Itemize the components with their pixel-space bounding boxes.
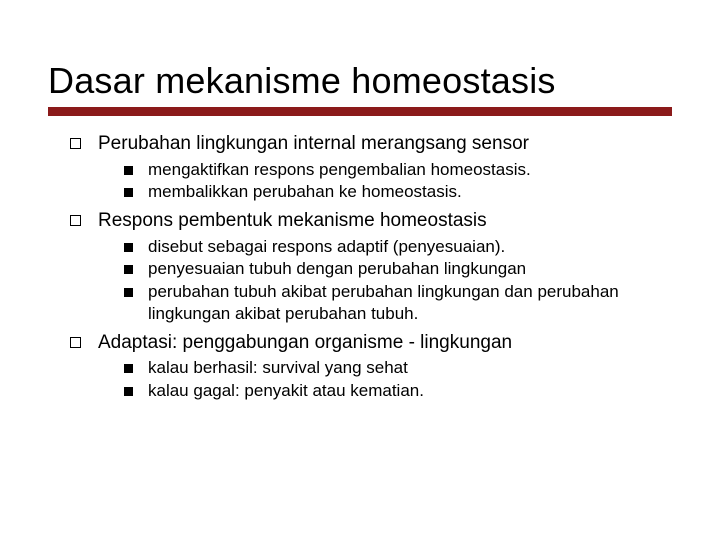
list-item: Respons pembentuk mekanisme homeostasis … xyxy=(70,209,672,324)
sub-list-item-text: penyesuaian tubuh dengan perubahan lingk… xyxy=(148,259,526,278)
sub-list-item: penyesuaian tubuh dengan perubahan lingk… xyxy=(124,258,672,280)
sub-list-item-text: kalau gagal: penyakit atau kematian. xyxy=(148,381,424,400)
list-item: Adaptasi: penggabungan organisme - lingk… xyxy=(70,331,672,402)
sub-list: disebut sebagai respons adaptif (penyesu… xyxy=(98,236,672,325)
title-rule xyxy=(48,107,672,116)
sub-list-item: kalau gagal: penyakit atau kematian. xyxy=(124,380,672,402)
sub-list-item: perubahan tubuh akibat perubahan lingkun… xyxy=(124,281,672,325)
sub-list-item: membalikkan perubahan ke homeostasis. xyxy=(124,181,672,203)
list-item-text: Adaptasi: penggabungan organisme - lingk… xyxy=(98,332,512,353)
sub-list-item-text: disebut sebagai respons adaptif (penyesu… xyxy=(148,237,505,256)
sub-list-item-text: kalau berhasil: survival yang sehat xyxy=(148,358,408,377)
sub-list-item: kalau berhasil: survival yang sehat xyxy=(124,357,672,379)
sub-list-item: mengaktifkan respons pengembalian homeos… xyxy=(124,159,672,181)
slide: Dasar mekanisme homeostasis Perubahan li… xyxy=(0,0,720,540)
sub-list-item: disebut sebagai respons adaptif (penyesu… xyxy=(124,236,672,258)
sub-list: mengaktifkan respons pengembalian homeos… xyxy=(98,159,672,204)
list-item: Perubahan lingkungan internal merangsang… xyxy=(70,132,672,203)
sub-list: kalau berhasil: survival yang sehat kala… xyxy=(98,357,672,402)
slide-title: Dasar mekanisme homeostasis xyxy=(48,60,672,101)
sub-list-item-text: perubahan tubuh akibat perubahan lingkun… xyxy=(148,282,619,323)
bullet-list: Perubahan lingkungan internal merangsang… xyxy=(48,132,672,401)
sub-list-item-text: membalikkan perubahan ke homeostasis. xyxy=(148,182,462,201)
list-item-text: Respons pembentuk mekanisme homeostasis xyxy=(98,210,487,231)
sub-list-item-text: mengaktifkan respons pengembalian homeos… xyxy=(148,160,531,179)
list-item-text: Perubahan lingkungan internal merangsang… xyxy=(98,133,529,154)
